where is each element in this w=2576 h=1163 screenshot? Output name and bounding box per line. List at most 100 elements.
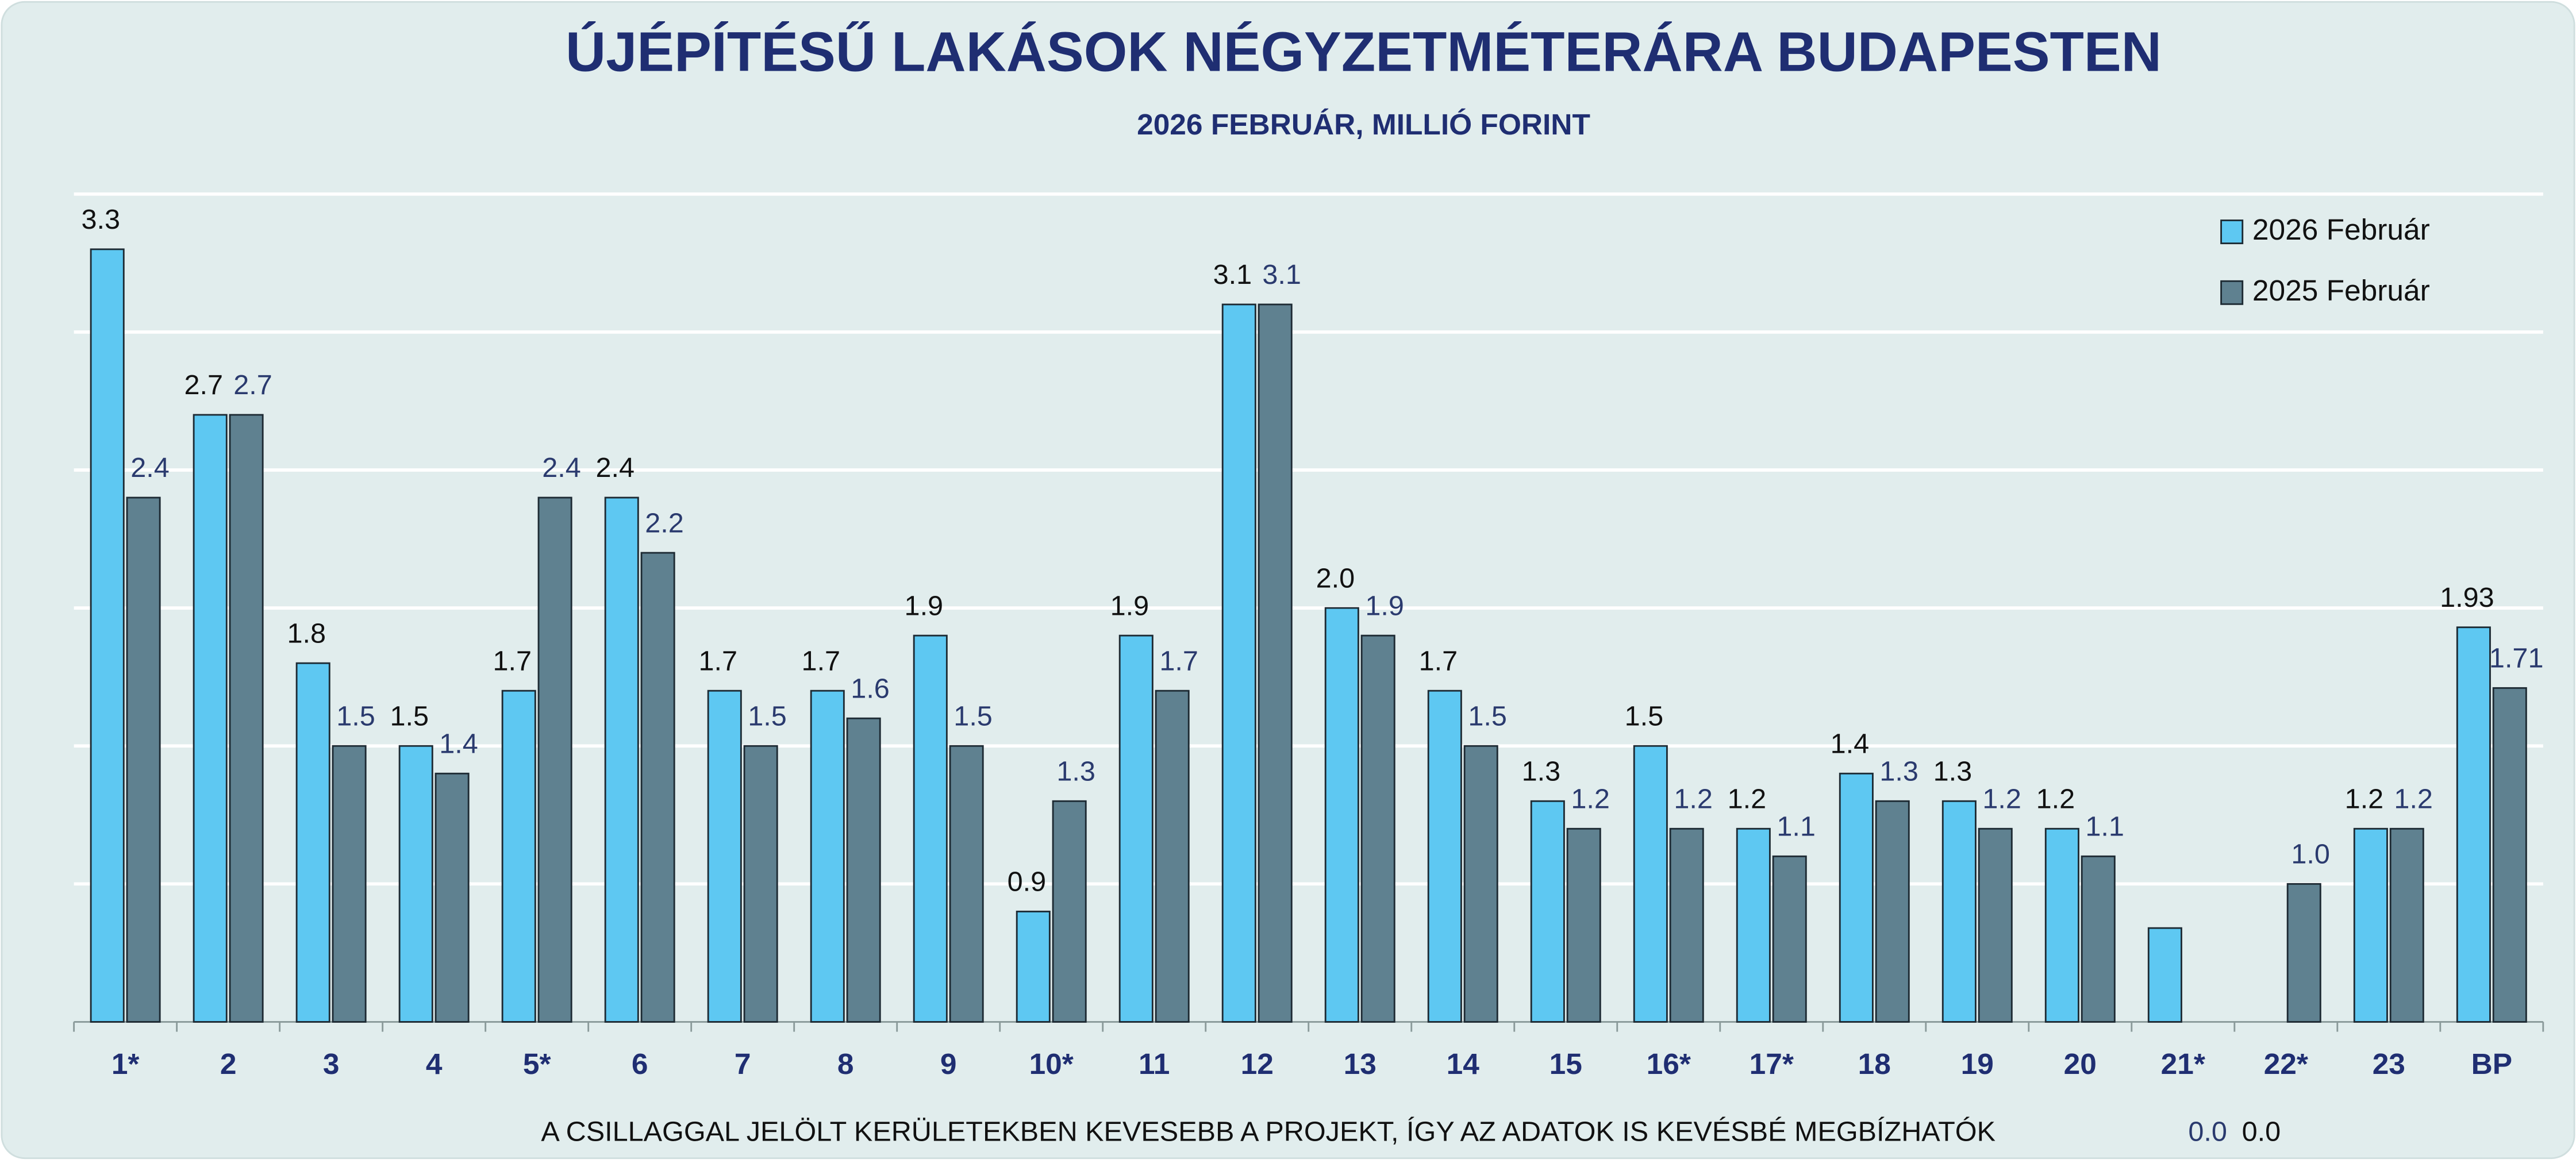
x-tick-label: 14 [1447,1047,1480,1080]
bar [2389,827,2424,1023]
data-label: 1.1 [1777,811,1816,842]
data-label: 1.0 [2291,839,2330,870]
data-label: 1.4 [1831,728,1870,759]
data-label: 0.9 [1008,867,1047,898]
bar [949,745,984,1023]
bar [2492,687,2527,1023]
data-label: 3.1 [1213,259,1252,290]
x-tick-label: 20 [2064,1047,2097,1080]
data-label: 1.71 [2489,643,2544,674]
data-label: 2.4 [130,452,170,483]
data-label: 1.2 [2394,783,2433,814]
data-label: 2.4 [542,452,581,483]
annotation: A CSILLAGGAL JELÖLT KERÜLETEKBEN KEVESEB… [541,1116,1996,1147]
bar [332,745,367,1023]
x-tick-label: 15 [1550,1047,1582,1080]
x-tick-label: 13 [1344,1047,1377,1080]
bar [229,414,264,1023]
bar [1530,800,1565,1023]
x-tick-label: 23 [2373,1047,2405,1080]
bar [810,690,845,1023]
bar [501,690,536,1023]
x-tick-label: 2 [220,1047,237,1080]
bar [2081,855,2116,1023]
bar [2044,827,2079,1023]
data-label: 1.93 [2440,582,2494,613]
x-tick-label: 12 [1241,1047,1274,1080]
x-tick-label: 17* [1750,1047,1794,1080]
data-label: 1.2 [1982,783,2021,814]
bar [604,496,639,1023]
x-tick-label: 22* [2264,1047,2308,1080]
bar [1324,607,1359,1023]
x-tick-label: BP [2471,1047,2512,1080]
bar [2353,827,2388,1023]
data-label: 3.1 [1262,259,1301,290]
data-label: 1.5 [953,700,993,731]
x-tick-label: 11 [1139,1047,1170,1080]
bar [2456,626,2491,1023]
data-label: 1.5 [336,700,375,731]
bar [640,552,675,1023]
data-label: 1.4 [439,728,478,759]
bar [295,662,330,1023]
x-tick-label: 4 [426,1047,443,1080]
bar [1258,303,1293,1023]
bar [537,496,572,1023]
data-label: 1.7 [493,645,532,676]
legend-label: 2026 Február [2252,213,2430,246]
bar [90,248,125,1023]
data-label: 1.2 [1728,783,1767,814]
x-tick-label: 18 [1858,1047,1891,1080]
bar [707,690,742,1023]
x-tick-label: 10* [1029,1047,1074,1080]
data-label: 1.5 [390,700,429,731]
data-label: 1.2 [2345,783,2384,814]
bar [1016,910,1051,1023]
data-label: 1.9 [1365,590,1404,621]
bar [1839,772,1874,1023]
bar [1566,827,1601,1023]
data-label: 1.7 [1159,645,1198,676]
data-label: 1.7 [699,645,738,676]
data-label: 2.7 [184,369,223,400]
data-label: 0.0 [2242,1116,2281,1147]
data-label: 1.3 [1056,756,1095,787]
data-label: 1.5 [1468,700,1507,731]
legend-label: 2025 Február [2252,274,2430,307]
bar [913,634,948,1023]
bar [1633,745,1668,1023]
x-tick-label: 8 [837,1047,854,1080]
bar [2286,883,2321,1023]
data-label: 1.3 [1522,756,1561,787]
bar [398,745,433,1023]
data-label: 0.0 [2188,1116,2227,1147]
x-tick-label: 9 [940,1047,957,1080]
data-label: 1.5 [748,700,787,731]
data-label: 1.7 [1419,645,1458,676]
bar [1978,827,2013,1023]
data-label: 1.6 [851,673,890,704]
x-tick-label: 1* [112,1047,140,1080]
data-label: 2.4 [596,452,635,483]
bar [1875,800,1910,1023]
bar [1052,800,1087,1023]
bar [193,414,228,1023]
bar [1427,690,1462,1023]
bar [1221,303,1256,1023]
bar [435,772,470,1023]
bar [1941,800,1977,1023]
bar [1736,827,1771,1023]
bar [2147,927,2182,1023]
x-tick-label: 21* [2161,1047,2205,1080]
data-label: 1.7 [802,645,841,676]
bar [743,745,778,1023]
x-tick-label: 3 [323,1047,340,1080]
data-label: 3.3 [81,204,120,235]
legend-swatch [2220,280,2244,305]
data-label: 1.2 [2036,783,2075,814]
data-label: 1.2 [1674,783,1713,814]
bar [126,496,161,1023]
